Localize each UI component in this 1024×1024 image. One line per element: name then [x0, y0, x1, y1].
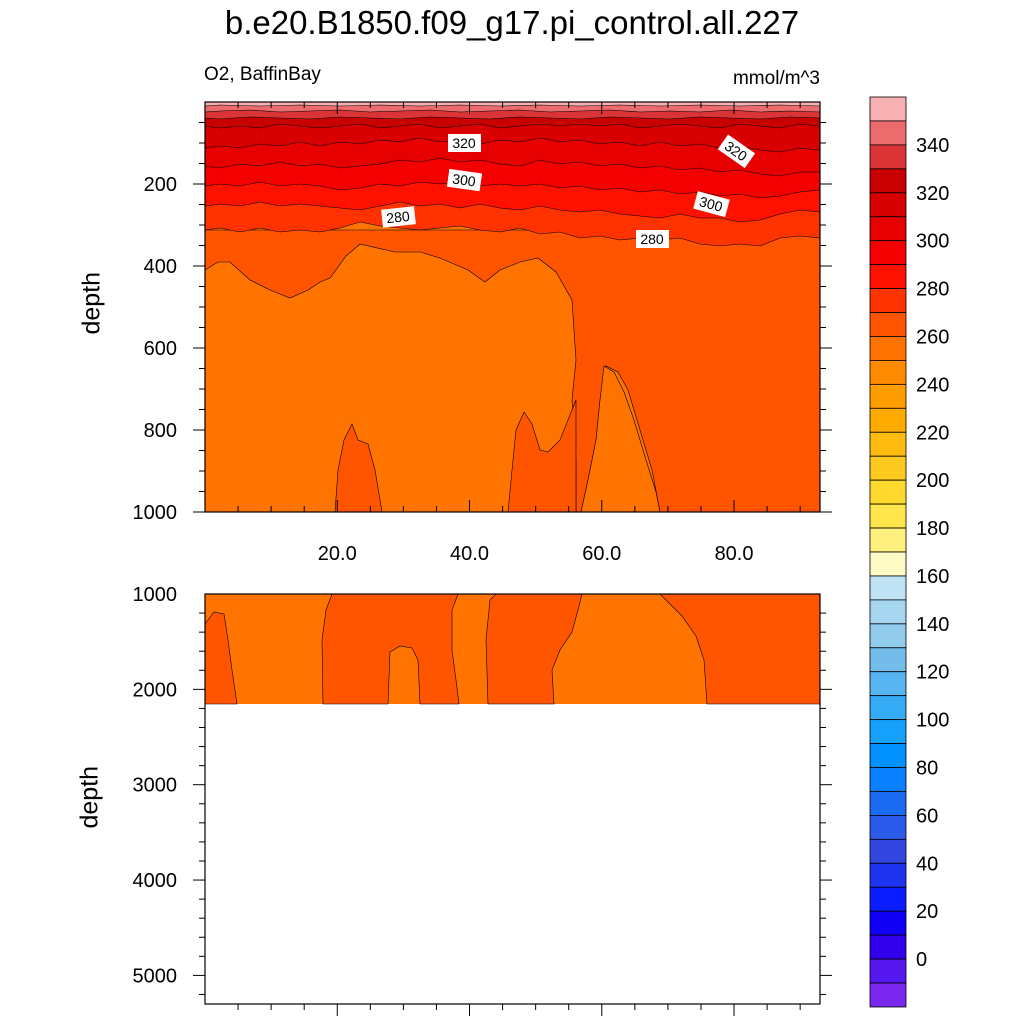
lower-ytick-label: 2000: [133, 679, 178, 701]
colorbar-box: [869, 575, 907, 601]
field-270-280-blob-mid: [507, 399, 577, 513]
contour-label-280-b-text: 280: [640, 231, 664, 247]
colorbar-label: 320: [916, 183, 949, 205]
field-270-280: [204, 229, 821, 513]
colorbar-box: [869, 336, 907, 361]
colorbar-box: [869, 503, 907, 529]
colorbar-box: [869, 240, 907, 266]
lower-panel: 1000 2000 3000 4000 5000: [133, 584, 832, 1016]
contour-label-280-b: 280: [636, 230, 669, 248]
lower-ytick-label: 4000: [133, 870, 178, 892]
colorbar-box: [869, 982, 907, 1008]
upper-ytick-label: 800: [144, 420, 177, 442]
field-270-280-blob-left: [334, 423, 383, 513]
colorbar-box: [869, 767, 907, 792]
colorbar-box: [869, 815, 907, 840]
colorbar-box: [869, 455, 907, 481]
colorbar-box: [869, 120, 907, 146]
colorbar-box: [869, 862, 907, 888]
upper-panel: 320 320 300 300 280 280 20.0 40.0 60.0 80.0…: [133, 101, 832, 565]
upper-ytick-label: 600: [144, 338, 177, 360]
colorbar-box: [869, 288, 907, 313]
lower-field-270-280-mid: [321, 593, 460, 705]
colorbar-label: 280: [916, 279, 949, 301]
lower-field-270-280-right: [485, 593, 583, 705]
plot-title: b.e20.B1850.f09_g17.pi_control.all.227: [224, 4, 800, 41]
colorbar-label: 240: [916, 374, 949, 396]
upper-ytick-label: 400: [144, 256, 177, 278]
contour-label-300-a-text: 300: [451, 170, 477, 189]
upper-ytick-label: 200: [144, 174, 177, 196]
colorbar-box: [869, 216, 907, 242]
contour-label-280-a: 280: [381, 206, 416, 228]
units-label: mmol/m^3: [732, 68, 820, 89]
colorbar-label: 100: [916, 710, 949, 732]
colorbar-label: 120: [916, 662, 949, 684]
colorbar-box: [869, 599, 907, 625]
upper-xtick-label: 20.0: [318, 543, 357, 565]
lower-ytick-label: 5000: [133, 965, 178, 987]
field-260-blob-right: [580, 365, 661, 513]
contour-label-300-b-text: 300: [698, 193, 725, 215]
upper-ticks: 20.0 40.0 60.0 80.0 200 400 600 800 1000: [133, 102, 832, 565]
colorbar-box: [869, 168, 907, 194]
contour-label-320-a: 320: [448, 134, 481, 152]
colorbar-box: [869, 96, 907, 122]
colorbar-label: 20: [916, 901, 938, 923]
colorbar-label: 180: [916, 518, 949, 540]
colorbar-label: 220: [916, 422, 949, 444]
contour-label-300-a: 300: [446, 168, 483, 192]
colorbar-box: [869, 743, 907, 768]
contour-label-280-a-text: 280: [386, 208, 411, 226]
colorbar-box: [869, 934, 907, 960]
colorbar-box: [869, 383, 907, 409]
colorbar-box: [869, 647, 907, 673]
colorbar-label: 340: [916, 135, 949, 157]
colorbar-box: [869, 551, 907, 577]
colorbar-box: [869, 312, 907, 337]
colorbar-box: [869, 910, 907, 936]
band-360-plus: [204, 101, 821, 107]
colorbar-label: 80: [916, 758, 938, 780]
upper-ytick-label: 1000: [133, 502, 178, 524]
upper-xtick-label: 60.0: [582, 543, 621, 565]
variable-label: O2, BaffinBay: [204, 64, 321, 85]
lower-ticks: 1000 2000 3000 4000 5000: [133, 584, 832, 1016]
colorbar-box: [869, 886, 907, 912]
colorbar-box: [869, 719, 907, 744]
colorbar-box: [869, 791, 907, 816]
colorbar-box: [869, 431, 907, 457]
colorbar-box: [869, 695, 907, 721]
colorbar-box: [869, 144, 907, 170]
colorbar-box: [869, 671, 907, 697]
colorbar-box: [869, 527, 907, 553]
lower-ytick-label: 1000: [133, 584, 178, 606]
colorbar-label: 40: [916, 853, 938, 875]
colorbar-box: [869, 192, 907, 218]
contour-label-300-b: 300: [693, 191, 730, 218]
colorbar-label: 160: [916, 566, 949, 588]
lower-field-270-280-left: [204, 611, 238, 705]
colorbar-label: 260: [916, 326, 949, 348]
colorbar-box: [869, 958, 907, 984]
contour-label-320-a-text: 320: [452, 135, 476, 151]
colorbar-box: [869, 360, 907, 385]
colorbar-box: [869, 479, 907, 505]
colorbar-label: 300: [916, 231, 949, 253]
colorbar: 3403203002802602402202001801601401201008…: [869, 96, 949, 1008]
colorbar-box: [869, 838, 907, 864]
colorbar-label: 200: [916, 470, 949, 492]
colorbar-label: 0: [916, 949, 927, 971]
colorbar-box: [869, 623, 907, 649]
colorbar-label: 140: [916, 614, 949, 636]
lower-axes-frame: [204, 593, 821, 1005]
upper-xtick-label: 80.0: [715, 543, 754, 565]
colorbar-box: [869, 264, 907, 289]
colorbar-label: 60: [916, 805, 938, 827]
colorbar-box: [869, 407, 907, 433]
upper-xtick-label: 40.0: [450, 543, 489, 565]
lower-ytick-label: 3000: [133, 775, 178, 797]
